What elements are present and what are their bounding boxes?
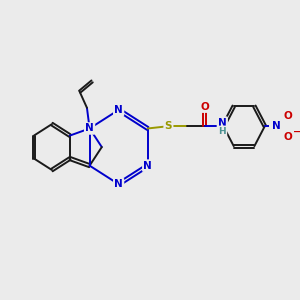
Text: O: O: [283, 131, 292, 142]
Text: N: N: [114, 179, 123, 189]
Text: O: O: [200, 102, 209, 112]
Text: N: N: [272, 121, 280, 131]
Text: N: N: [85, 124, 94, 134]
Text: N: N: [114, 105, 123, 115]
Text: N: N: [143, 160, 152, 171]
Text: S: S: [165, 121, 172, 131]
Text: N: N: [218, 118, 227, 128]
Text: −: −: [292, 127, 300, 137]
Text: H: H: [218, 127, 226, 136]
Text: O: O: [283, 111, 292, 121]
